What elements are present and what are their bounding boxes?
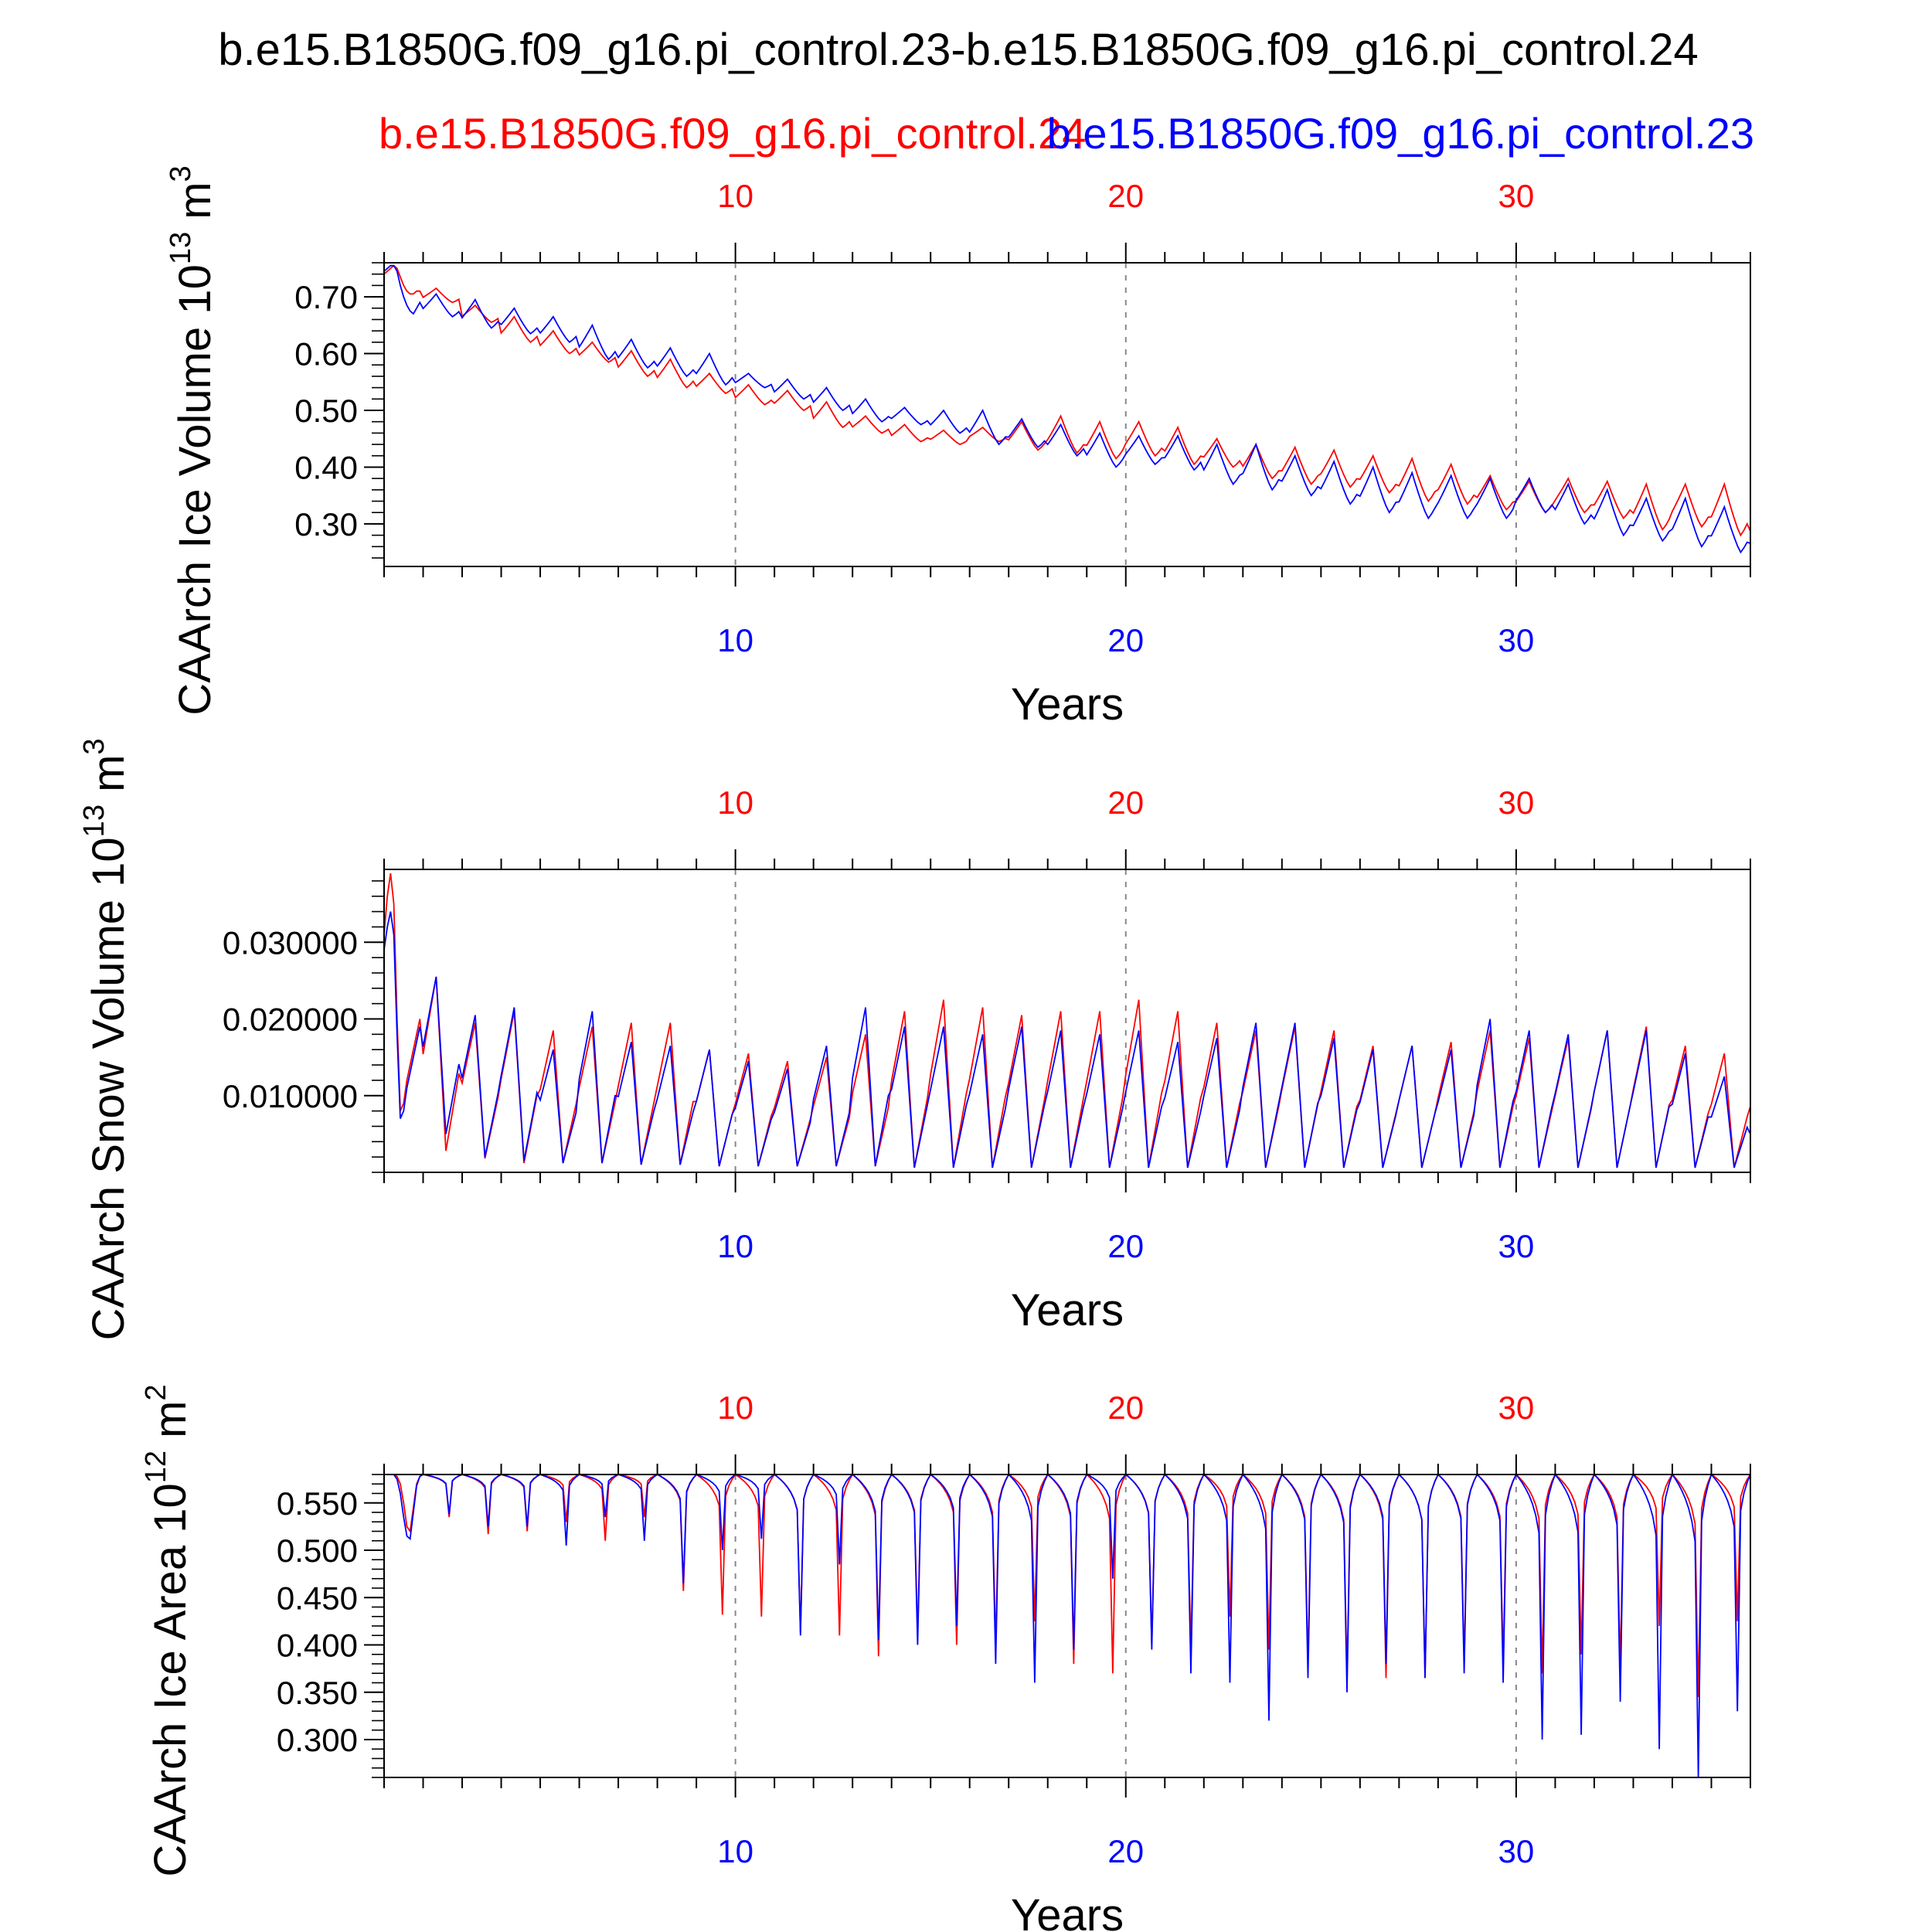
- x-tick-label-bottom: 20: [1107, 1228, 1144, 1264]
- y-tick-label: 0.450: [277, 1580, 358, 1616]
- x-axis-label: Years: [1011, 1890, 1124, 1932]
- x-tick-label-bottom: 30: [1498, 1833, 1535, 1869]
- y-tick-label: 0.550: [277, 1485, 358, 1522]
- series-line-blue: [384, 264, 1750, 554]
- plot-frame: [383, 262, 1751, 567]
- series-line-red: [384, 1475, 1750, 1697]
- panel-ice-volume: 10 10 20 20 30 30 Years 0.30 0.40 0.50 0.60 0.70 CAA…: [165, 165, 1751, 730]
- y-tick-label: 0.010000: [223, 1078, 358, 1114]
- series-line-red: [384, 872, 1750, 1168]
- x-tick-label-top: 20: [1107, 178, 1144, 214]
- y-tick-label: 0.400: [277, 1628, 358, 1664]
- x-tick-label-top: 20: [1107, 1389, 1144, 1426]
- y-axis-label: CAArch Snow Volume 1013 m3: [78, 738, 134, 1340]
- y-tick-label: 0.40: [294, 449, 358, 485]
- x-tick-label-bottom: 20: [1107, 622, 1144, 658]
- panel-snow-volume: 10 10 20 20 30 30 Years 0.010000 0.020000 0.03000…: [78, 738, 1751, 1341]
- series-line-blue: [384, 1475, 1750, 1777]
- x-tick-label-bottom: 30: [1498, 1228, 1535, 1264]
- x-tick-label-bottom: 30: [1498, 622, 1535, 658]
- x-axis-label: Years: [1011, 1285, 1124, 1335]
- legend-label-blue: b.e15.B1850G.f09_g16.pi_control.23: [1047, 109, 1754, 158]
- series-line-blue: [384, 911, 1750, 1168]
- y-tick-label: 0.030000: [223, 924, 358, 961]
- x-tick-label-bottom: 10: [717, 1228, 753, 1264]
- x-tick-label-top: 30: [1498, 1389, 1535, 1426]
- y-axis-label: CAArch Ice Volume 1013 m3: [165, 165, 220, 715]
- y-tick-label: 0.60: [294, 336, 358, 372]
- x-tick-label-top: 10: [717, 784, 753, 821]
- x-tick-label-bottom: 10: [717, 622, 753, 658]
- x-tick-label-top: 30: [1498, 784, 1535, 821]
- x-tick-label-top: 10: [717, 178, 753, 214]
- legend-label-red: b.e15.B1850G.f09_g16.pi_control.24: [379, 109, 1086, 158]
- y-tick-label: 0.50: [294, 393, 358, 429]
- x-tick-label-top: 30: [1498, 178, 1535, 214]
- series-line-red: [384, 264, 1750, 537]
- y-tick-label: 0.350: [277, 1675, 358, 1711]
- y-tick-label: 0.30: [294, 506, 358, 543]
- x-tick-label-top: 20: [1107, 784, 1144, 821]
- panel-ice-area: 10 10 20 20 30 30 Years 0.300 0.350 0.400 0.450 0.5…: [140, 1384, 1751, 1932]
- x-tick-label-bottom: 20: [1107, 1833, 1144, 1869]
- figure-title: b.e15.B1850G.f09_g16.pi_control.23-b.e15…: [218, 25, 1698, 75]
- y-axis-label: CAArch Ice Area 1012 m2: [140, 1384, 196, 1876]
- y-tick-label: 0.020000: [223, 1002, 358, 1038]
- plot-frame: [383, 869, 1751, 1173]
- x-axis-label: Years: [1011, 679, 1124, 730]
- x-tick-label-top: 10: [717, 1389, 753, 1426]
- y-tick-label: 0.500: [277, 1532, 358, 1569]
- y-tick-label: 0.300: [277, 1722, 358, 1758]
- y-tick-label: 0.70: [294, 279, 358, 315]
- x-tick-label-bottom: 10: [717, 1833, 753, 1869]
